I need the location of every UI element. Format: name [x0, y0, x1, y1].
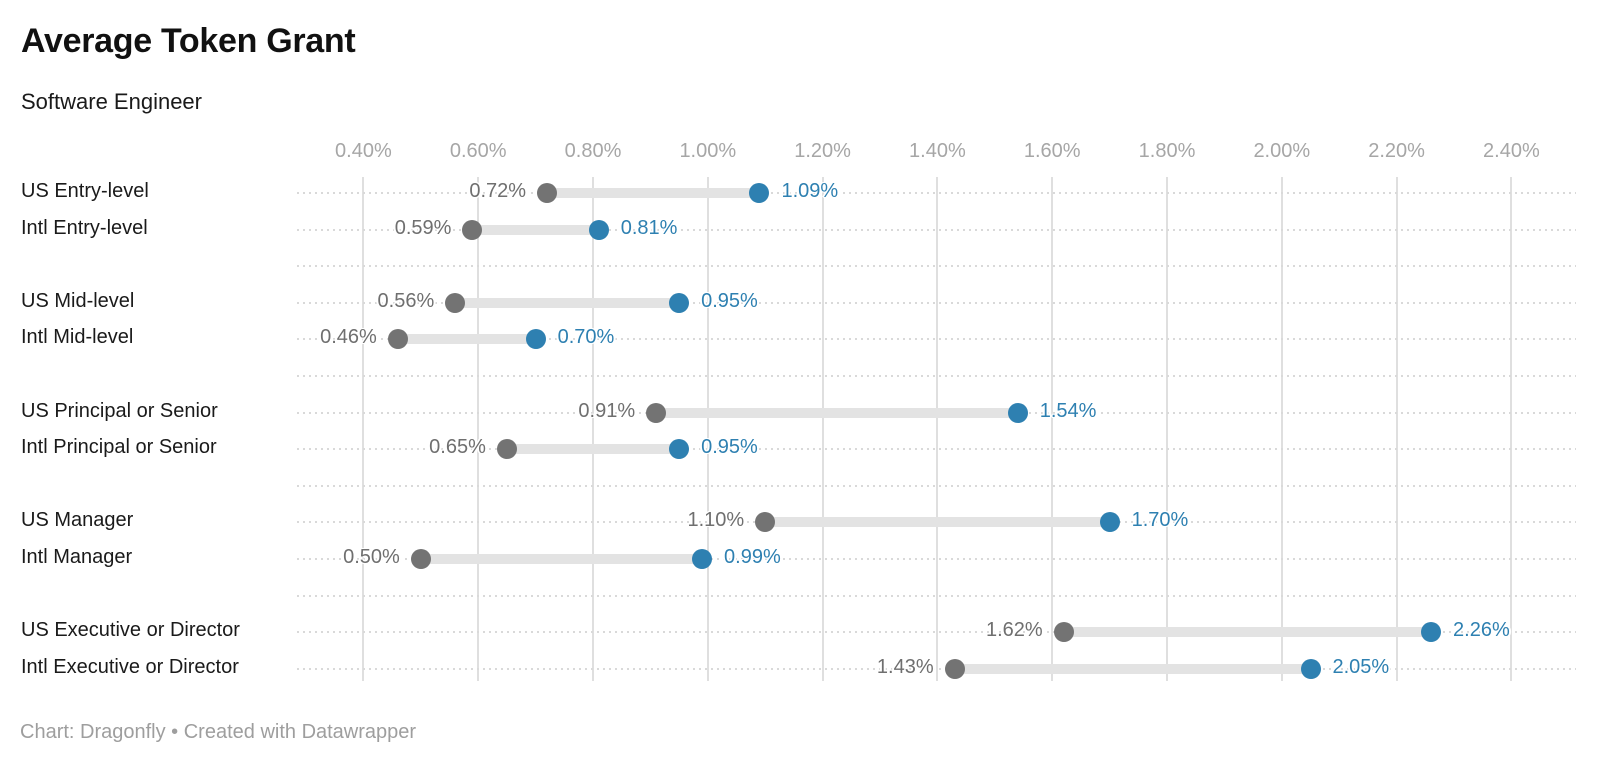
x-axis-tick-label: 2.00% [1253, 140, 1311, 162]
range-bar [765, 517, 1110, 528]
start-value-label: 0.59% [394, 216, 452, 239]
group-separator-line [297, 594, 1576, 597]
group-separator-line [297, 375, 1576, 377]
range-bar [420, 554, 703, 564]
group-separator-line [297, 484, 1576, 487]
x-gridline [1395, 177, 1398, 681]
end-dot [525, 329, 546, 350]
end-value-label: 1.54% [1039, 399, 1097, 422]
x-axis-tick-label: 1.40% [909, 140, 966, 162]
row-label: US Executive or Director [21, 619, 240, 642]
chart-title: Average Token Grant [21, 22, 356, 60]
end-value-label: 2.05% [1332, 655, 1390, 678]
row-label: Intl Mid-level [21, 326, 134, 349]
end-dot [669, 292, 690, 313]
x-gridline [936, 177, 939, 681]
row-label: US Principal or Senior [21, 399, 218, 422]
x-axis-tick-label: 2.40% [1483, 140, 1540, 162]
x-gridline [362, 177, 365, 681]
start-dot [445, 292, 466, 313]
end-value-label: 0.95% [701, 436, 758, 459]
start-value-label: 0.50% [343, 546, 400, 568]
group-separator-line [297, 265, 1576, 268]
x-gridline [1280, 177, 1283, 681]
range-bar [547, 188, 760, 198]
start-dot [944, 658, 965, 679]
range-bar [506, 444, 680, 455]
start-value-label: 1.62% [985, 619, 1043, 642]
start-value-label: 1.43% [876, 655, 934, 678]
x-axis-tick-label: 1.20% [794, 140, 851, 162]
x-gridline [1051, 177, 1054, 681]
row-dotted-line [297, 448, 1576, 451]
x-axis-tick-label: 0.60% [449, 140, 507, 162]
start-value-label: 0.46% [320, 326, 377, 349]
start-value-label: 0.72% [469, 180, 527, 202]
range-bar [472, 224, 599, 235]
end-value-label: 1.70% [1131, 509, 1189, 532]
start-dot [462, 219, 483, 240]
x-gridline [477, 177, 480, 681]
end-value-label: 1.09% [781, 180, 839, 202]
x-axis-tick-label: 1.80% [1138, 140, 1196, 162]
range-bar [954, 663, 1311, 674]
end-value-label: 0.70% [557, 326, 615, 349]
row-label: US Entry-level [21, 180, 149, 202]
row-label: Intl Entry-level [21, 216, 148, 239]
range-bar [1063, 627, 1432, 638]
end-dot [1099, 512, 1120, 533]
chart-credit: Chart: Dragonfly • Created with Datawrap… [20, 721, 417, 743]
row-label: US Mid-level [21, 289, 135, 312]
x-axis-tick-label: 0.80% [564, 140, 622, 162]
start-dot [646, 402, 667, 423]
start-dot [410, 549, 431, 569]
end-value-label: 0.99% [724, 546, 781, 568]
start-dot [1053, 622, 1074, 643]
row-dotted-line [297, 301, 1576, 304]
x-gridline [1166, 177, 1168, 681]
start-dot [755, 512, 776, 533]
end-dot [1421, 622, 1442, 643]
end-dot [749, 183, 770, 203]
start-value-label: 1.10% [687, 509, 745, 532]
x-gridline [821, 177, 824, 681]
x-gridline [592, 177, 594, 681]
row-label: Intl Executive or Director [21, 655, 239, 678]
row-label: Intl Manager [21, 546, 133, 568]
end-value-label: 0.81% [620, 216, 678, 239]
row-dotted-line [297, 228, 1576, 231]
x-axis-tick-label: 0.40% [335, 140, 392, 162]
start-value-label: 0.91% [578, 399, 636, 422]
x-gridline [1510, 177, 1513, 681]
end-dot [588, 219, 609, 240]
row-label: US Manager [21, 509, 134, 532]
end-value-label: 0.95% [701, 289, 758, 312]
row-dotted-line [297, 667, 1576, 670]
range-bar [397, 334, 536, 345]
end-dot [1007, 402, 1028, 423]
x-axis-tick-label: 1.00% [679, 140, 737, 162]
start-dot [496, 439, 517, 460]
range-bar [656, 407, 1018, 418]
end-dot [1300, 658, 1321, 679]
x-axis-tick-label: 2.20% [1368, 140, 1425, 162]
row-label: Intl Principal or Senior [21, 436, 217, 459]
start-dot [537, 183, 558, 203]
x-axis-tick-label: 1.60% [1023, 140, 1081, 162]
end-value-label: 2.26% [1453, 619, 1510, 642]
start-dot [387, 329, 408, 350]
range-bar [455, 297, 680, 308]
chart-subtitle: Software Engineer [21, 89, 202, 114]
row-dotted-line [297, 192, 1576, 194]
end-dot [669, 439, 690, 460]
start-value-label: 0.56% [377, 289, 435, 312]
start-value-label: 0.65% [429, 436, 486, 459]
x-gridline [706, 177, 709, 681]
row-dotted-line [297, 631, 1576, 634]
row-dotted-line [297, 558, 1576, 560]
end-dot [692, 549, 713, 569]
row-dotted-line [297, 338, 1576, 341]
